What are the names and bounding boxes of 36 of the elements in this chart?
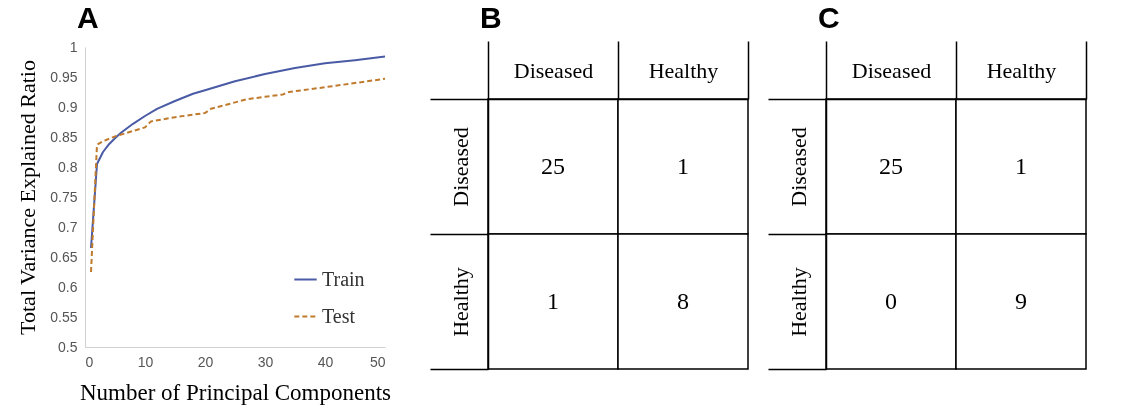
data-label: 8: [677, 287, 689, 314]
data-label: 1: [547, 287, 559, 314]
chart-title: B: [480, 1, 502, 35]
x-tick-label: 40: [317, 353, 334, 370]
x-tick-label: 0: [85, 353, 94, 370]
data-label: 0: [885, 287, 897, 314]
y-tick-label: 0.55: [50, 308, 78, 325]
data-label: 25: [541, 152, 565, 179]
x-tick-label: 20: [197, 353, 214, 370]
data-label: 1: [677, 152, 689, 179]
legend-label: Test: [322, 304, 356, 327]
y-tick-label: 0.75: [50, 188, 78, 205]
y-tick-label: 1: [69, 38, 78, 55]
x-axis-title: Number of Principal Components: [79, 379, 392, 405]
x-tick-label: 30: [257, 353, 274, 370]
y-tick-label: 0.95: [50, 68, 78, 85]
y-tick-label: 0.6: [58, 278, 78, 295]
y-tick-label: 0.7: [58, 218, 78, 235]
y-axis-title: Total Variance Explained Ratio: [15, 60, 41, 335]
y-tick-label: 0.8: [58, 158, 78, 175]
x-tick-label: Diseased: [851, 57, 932, 83]
chart-title: C: [818, 1, 840, 35]
x-tick-label: Healthy: [648, 57, 719, 83]
y-tick-label: 0.85: [50, 128, 78, 145]
x-tick-label: Diseased: [513, 57, 594, 83]
data-label: 9: [1015, 287, 1027, 314]
x-tick-label: Healthy: [986, 57, 1057, 83]
legend-label: Train: [322, 267, 365, 290]
chart-title: A: [77, 1, 99, 34]
x-tick-label: 50: [369, 353, 386, 370]
y-tick-label: 0.5: [58, 338, 78, 355]
data-label: 1: [1015, 152, 1027, 179]
x-tick-label: 10: [137, 353, 154, 370]
data-label: 25: [879, 152, 903, 179]
y-tick-label: 0.65: [50, 248, 78, 265]
y-tick-label: 0.9: [58, 98, 78, 115]
